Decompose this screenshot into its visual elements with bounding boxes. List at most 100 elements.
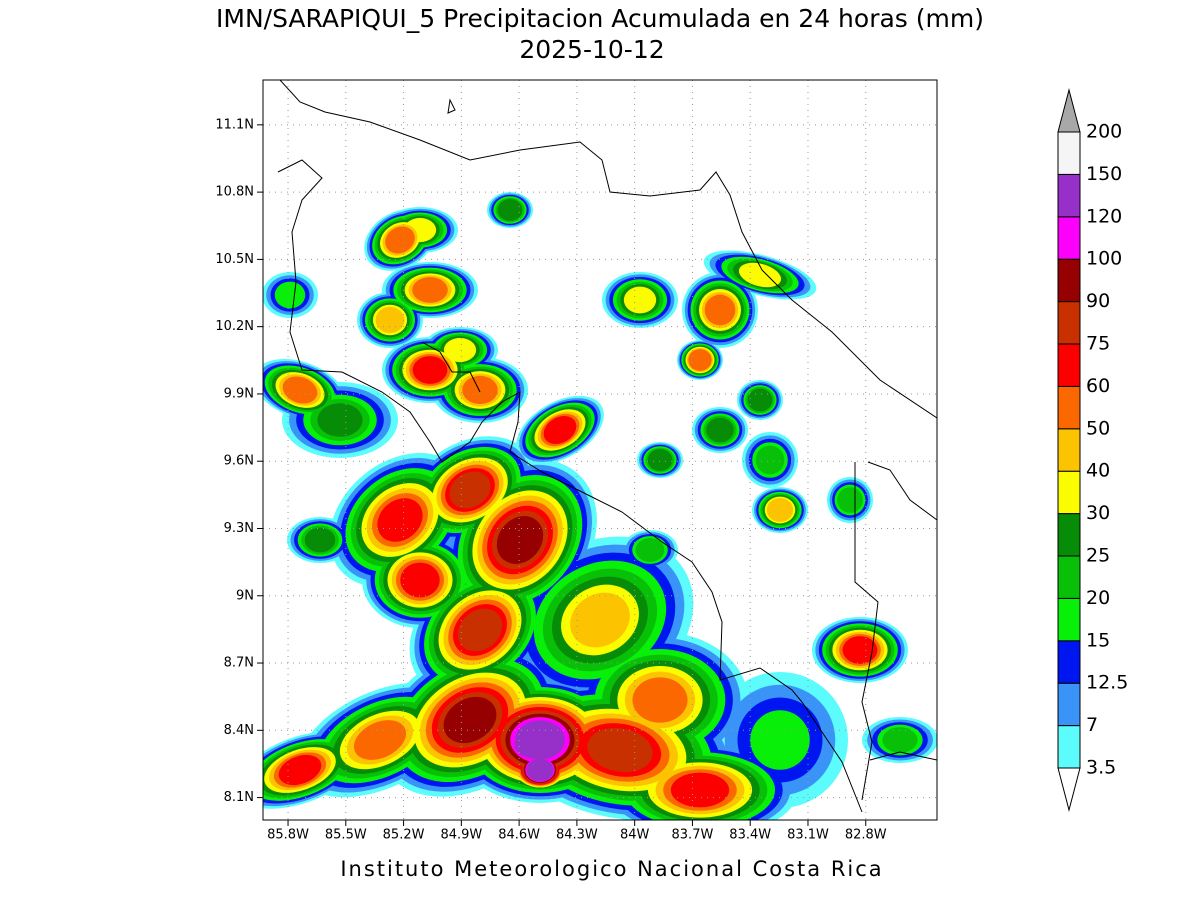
rain-blob <box>443 696 497 744</box>
colorbar-box <box>1057 513 1081 557</box>
y-tick-label: 9.3N <box>224 521 254 536</box>
colorbar-box <box>1057 470 1081 515</box>
colorbar: 3.5 7 12.5 15 20 25 30 40 50 60 75 90 100 120 150 200 <box>1057 88 1128 812</box>
colorbar-box <box>1057 640 1081 684</box>
rain-blob <box>526 758 554 782</box>
x-tick-label: 84.3W <box>556 828 598 843</box>
rain-blob <box>738 262 782 288</box>
x-tick-label: 83.7W <box>672 828 714 843</box>
rain-blob <box>766 498 794 522</box>
rain-blob <box>587 727 653 773</box>
rain-blob <box>570 592 630 648</box>
rain-blob <box>882 727 918 753</box>
rain-blob <box>317 403 363 437</box>
colorbar-label: 7 <box>1086 714 1098 736</box>
rain-blob <box>750 710 810 770</box>
map-frame <box>262 79 938 821</box>
rain-blob <box>755 445 785 475</box>
rain-blob <box>647 449 673 471</box>
colorbar-box <box>1057 258 1081 303</box>
precipitation-field <box>263 192 937 820</box>
rain-blob <box>706 417 734 443</box>
footer: Instituto Meteorologico Nacional Costa R… <box>340 857 883 881</box>
colorbar-label: 90 <box>1086 290 1110 312</box>
rain-blob <box>278 754 322 786</box>
colorbar-label: 12.5 <box>1086 672 1128 694</box>
rain-blob <box>412 277 448 303</box>
colorbar-label: 30 <box>1086 502 1110 524</box>
rain-blob <box>274 281 306 309</box>
rain-blob <box>443 337 477 363</box>
rain-blob <box>353 720 407 760</box>
colorbar-label: 25 <box>1086 545 1110 567</box>
rain-blob <box>375 306 405 334</box>
x-tick-label: 85.8W <box>267 828 309 843</box>
colorbar-box <box>1057 555 1081 599</box>
colorbar-box <box>1057 173 1081 218</box>
x-tick-label: 82.8W <box>845 828 887 843</box>
rain-blob <box>688 349 712 371</box>
y-tick-label: 11.1N <box>215 117 254 132</box>
colorbar-label: 60 <box>1086 375 1110 397</box>
rain-blob <box>670 772 730 808</box>
colorbar-over <box>1057 88 1081 133</box>
colorbar-box <box>1057 301 1081 345</box>
y-tick-label: 10.5N <box>215 252 254 267</box>
rain-blob <box>704 294 736 326</box>
x-tick-label: 83.1W <box>787 828 829 843</box>
rain-blob <box>632 677 688 723</box>
rain-blob <box>462 375 498 405</box>
colorbar-label: 200 <box>1086 121 1122 143</box>
x-tick-label: 83.4W <box>729 828 771 843</box>
colorbar-label: 40 <box>1086 460 1110 482</box>
rain-blob <box>837 487 863 513</box>
colorbar-label: 75 <box>1086 333 1110 355</box>
x-tick-label: 85.5W <box>325 828 367 843</box>
rain-blob <box>412 356 448 384</box>
title: IMN/SARAPIQUI_5 Precipitacion Acumulada … <box>216 4 984 33</box>
x-tick-label: 85.2W <box>383 828 425 843</box>
colorbar-label: 20 <box>1086 587 1110 609</box>
colorbar-box <box>1057 385 1081 430</box>
colorbar-label: 150 <box>1086 163 1122 185</box>
colorbar-box <box>1057 682 1081 727</box>
colorbar-label: 3.5 <box>1086 757 1116 779</box>
y-tick-label: 9.9N <box>224 386 254 401</box>
rain-blob <box>377 498 423 542</box>
rain-blob <box>623 286 657 314</box>
rain-blob <box>747 388 773 412</box>
rain-blob <box>635 538 665 562</box>
colorbar-box <box>1057 725 1081 769</box>
x-tick-label: 84.6W <box>498 828 540 843</box>
colorbar-label: 100 <box>1086 248 1122 270</box>
colorbar-label: 120 <box>1086 205 1122 227</box>
y-tick-label: 10.8N <box>215 185 254 200</box>
rain-blob <box>514 732 546 758</box>
colorbar-label: 15 <box>1086 629 1110 651</box>
rain-blob <box>842 636 878 664</box>
rain-blob <box>282 376 318 404</box>
y-tick-label: 8.4N <box>224 723 254 738</box>
y-tick-label: 9N <box>236 588 254 603</box>
subtitle: 2025-10-12 <box>519 35 664 64</box>
colorbar-box <box>1057 131 1081 175</box>
grid <box>263 80 937 820</box>
rain-blob <box>449 471 491 509</box>
rain-blob <box>496 516 544 564</box>
colorbar-box <box>1057 597 1081 642</box>
colorbar-box <box>1057 216 1081 260</box>
colorbar-under <box>1057 767 1081 812</box>
y-tick-label: 10.2N <box>215 319 254 334</box>
colorbar-label: 50 <box>1086 417 1110 439</box>
x-tick-label: 84W <box>620 828 650 843</box>
x-tick-label: 84.9W <box>440 828 482 843</box>
rain-blob <box>543 415 577 445</box>
colorbar-box <box>1057 428 1081 472</box>
y-tick-label: 8.7N <box>224 656 254 671</box>
rain-blob <box>457 608 503 652</box>
rain-blob <box>385 226 415 254</box>
rain-blob <box>400 562 440 598</box>
coastlines <box>277 80 937 813</box>
colorbar-box <box>1057 343 1081 387</box>
